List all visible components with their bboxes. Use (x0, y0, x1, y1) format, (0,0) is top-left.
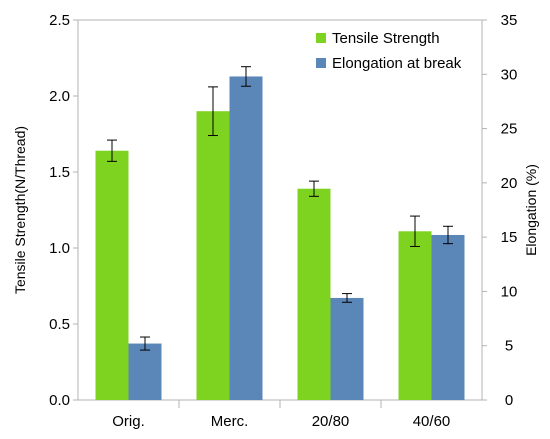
error-bar-elongation-at-break-merc (241, 66, 251, 87)
y2-tick-label: 0 (505, 392, 513, 409)
y2-axis-title: Elongation (%) (523, 164, 539, 256)
error-bar-elongation-at-break-40-60 (443, 225, 453, 245)
y2-tick-label: 35 (501, 12, 518, 29)
error-bar-elongation-at-break-orig (140, 336, 150, 351)
bar-elongation-at-break-20-80 (330, 297, 364, 400)
legend-swatch-elongation (316, 58, 326, 68)
error-bar-tensile-strength-orig (107, 139, 117, 162)
bar-elongation-at-break-orig (128, 343, 162, 400)
bar-elongation-at-break-merc (229, 76, 263, 400)
y-tick-label: 1.5 (49, 164, 70, 181)
y-tick-label: 0.0 (49, 392, 70, 409)
y-tick-label: 2.0 (49, 88, 70, 105)
y-tick-label: 2.5 (49, 12, 70, 29)
y2-tick-label: 5 (505, 338, 513, 355)
error-bar-tensile-strength-20-80 (309, 180, 319, 197)
bar-tensile-strength-40-60 (398, 231, 432, 400)
y2-tick-label: 10 (501, 283, 518, 300)
y2-tick-label: 25 (501, 121, 518, 138)
error-bar-tensile-strength-40-60 (410, 215, 420, 247)
x-tick-label-merc: Merc. (211, 413, 249, 430)
bar-tensile-strength-merc (196, 111, 230, 400)
legend: Tensile Strength Elongation at break (316, 30, 462, 72)
y2-tick-label: 20 (501, 175, 518, 192)
bars-layer (95, 76, 465, 400)
legend-label-elongation: Elongation at break (332, 55, 462, 72)
x-tick-label-40-60: 40/60 (413, 413, 451, 430)
x-tick-label-20-80: 20/80 (312, 413, 350, 430)
error-bar-elongation-at-break-20-80 (342, 293, 352, 303)
y2-tick-label: 30 (501, 66, 518, 83)
y-tick-label: 1.0 (49, 240, 70, 257)
y-tick-label: 0.5 (49, 316, 70, 333)
bar-tensile-strength-orig (95, 150, 129, 400)
y-axis-title: Tensile Strength(N/Thread) (12, 126, 28, 294)
error-bar-tensile-strength-merc (208, 86, 218, 137)
bar-elongation-at-break-40-60 (431, 234, 465, 400)
legend-label-tensile-strength: Tensile Strength (332, 30, 440, 47)
legend-swatch-tensile-strength (316, 33, 326, 43)
axes-layer: Orig. Merc. 20/80 40/60 0.0 0.5 1.0 1.5 2.0 2.5 0 5… (49, 12, 517, 430)
x-tick-label-orig: Orig. (112, 413, 145, 430)
bar-tensile-strength-20-80 (297, 188, 331, 400)
error-bars-layer (107, 66, 453, 351)
y2-tick-label: 15 (501, 229, 518, 246)
